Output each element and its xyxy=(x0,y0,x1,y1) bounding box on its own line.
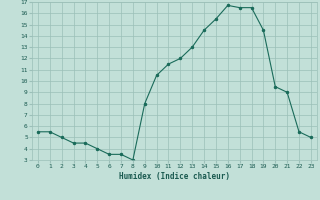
X-axis label: Humidex (Indice chaleur): Humidex (Indice chaleur) xyxy=(119,172,230,181)
